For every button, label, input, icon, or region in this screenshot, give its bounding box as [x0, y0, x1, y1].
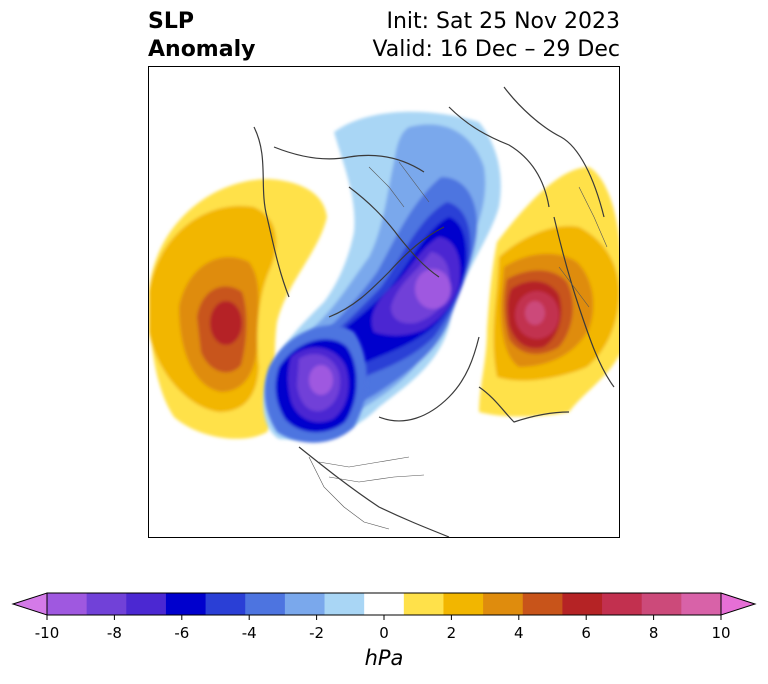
date-info: Init: Sat 25 Nov 2023 Valid: 16 Dec – 29… — [372, 8, 620, 64]
atlantic-high-anomaly — [479, 167, 619, 417]
colorbar-tick-label: -8 — [106, 624, 122, 642]
colorbar-tick-label: -2 — [309, 624, 325, 642]
colorbar-cell — [126, 593, 167, 615]
colorbar-cell — [47, 593, 88, 615]
title-line-2: Anomaly — [148, 37, 256, 62]
colorbar-tick-label: 6 — [581, 624, 591, 642]
colorbar-cell — [205, 593, 246, 615]
colorbar-tick-label: -10 — [34, 624, 60, 642]
colorbar — [11, 592, 757, 620]
colorbar-cells — [11, 592, 757, 616]
colorbar-tick-label: -6 — [174, 624, 190, 642]
colorbar-cell — [324, 593, 365, 615]
colorbar-cell — [165, 593, 207, 615]
colorbar-unit: hPa — [364, 646, 404, 670]
canada-low-anomaly — [264, 325, 367, 443]
map-title: SLP Anomaly — [148, 8, 255, 64]
colorbar-ticks — [46, 615, 722, 620]
colorbar-cell — [483, 593, 524, 615]
colorbar-cell — [641, 593, 682, 615]
colorbar-tick-label: 8 — [648, 624, 659, 642]
colorbar-cell — [602, 593, 643, 615]
title-line-1: SLP — [148, 9, 194, 34]
map-canvas — [149, 86, 619, 537]
colorbar-extend-low — [11, 592, 48, 616]
colorbar-tick-label: 0 — [379, 624, 389, 642]
colorbar-tick-label: 10 — [711, 624, 731, 642]
colorbar-cell — [364, 593, 405, 615]
colorbar-tick-label: 2 — [446, 624, 457, 642]
colorbar-tick-label: 4 — [514, 624, 524, 642]
colorbar-cell — [403, 593, 444, 615]
init-date: Init: Sat 25 Nov 2023 — [386, 9, 620, 34]
country-borders — [308, 161, 608, 530]
colorbar-cell — [681, 593, 722, 615]
colorbar-cell — [245, 593, 286, 615]
pacific-high-anomaly — [149, 179, 327, 439]
polar-map — [148, 66, 620, 538]
colorbar-cell — [86, 593, 127, 615]
colorbar-cell — [522, 593, 563, 615]
valid-range: Valid: 16 Dec – 29 Dec — [372, 37, 620, 62]
colorbar-cell — [443, 593, 484, 615]
colorbar-cell — [284, 593, 326, 615]
colorbar-tick-label: -4 — [241, 624, 257, 642]
coastlines — [253, 86, 615, 537]
colorbar-extend-high — [720, 592, 757, 616]
colorbar-cell — [562, 593, 603, 615]
